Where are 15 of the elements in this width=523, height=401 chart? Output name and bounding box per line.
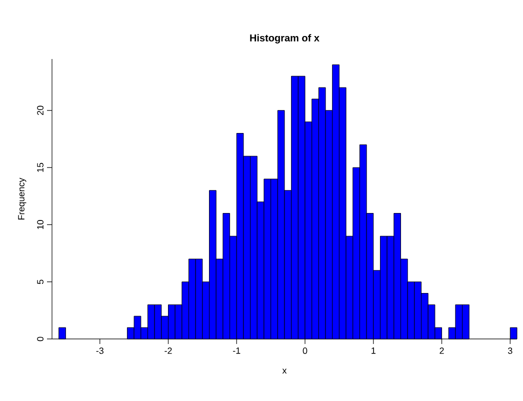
x-tick-label: 1	[372, 348, 376, 354]
x-axis-title: x	[282, 368, 287, 374]
x-tick-label: -3	[96, 348, 104, 354]
x-tick-label: -1	[233, 348, 240, 354]
y-axis-title: Frequency	[18, 178, 26, 220]
y-tick-label: 20	[37, 106, 44, 115]
chart-title: Histogram of x	[250, 34, 320, 44]
x-tick-label: 3	[508, 348, 512, 354]
y-tick-label: 0	[37, 336, 44, 342]
x-tick-label: 0	[302, 348, 308, 354]
y-tick-label: 5	[37, 280, 44, 284]
y-tick-label: 15	[37, 162, 44, 172]
x-tick-label: 2	[440, 348, 444, 354]
x-tick-label: -2	[164, 348, 172, 354]
y-tick-label: 10	[37, 220, 44, 230]
